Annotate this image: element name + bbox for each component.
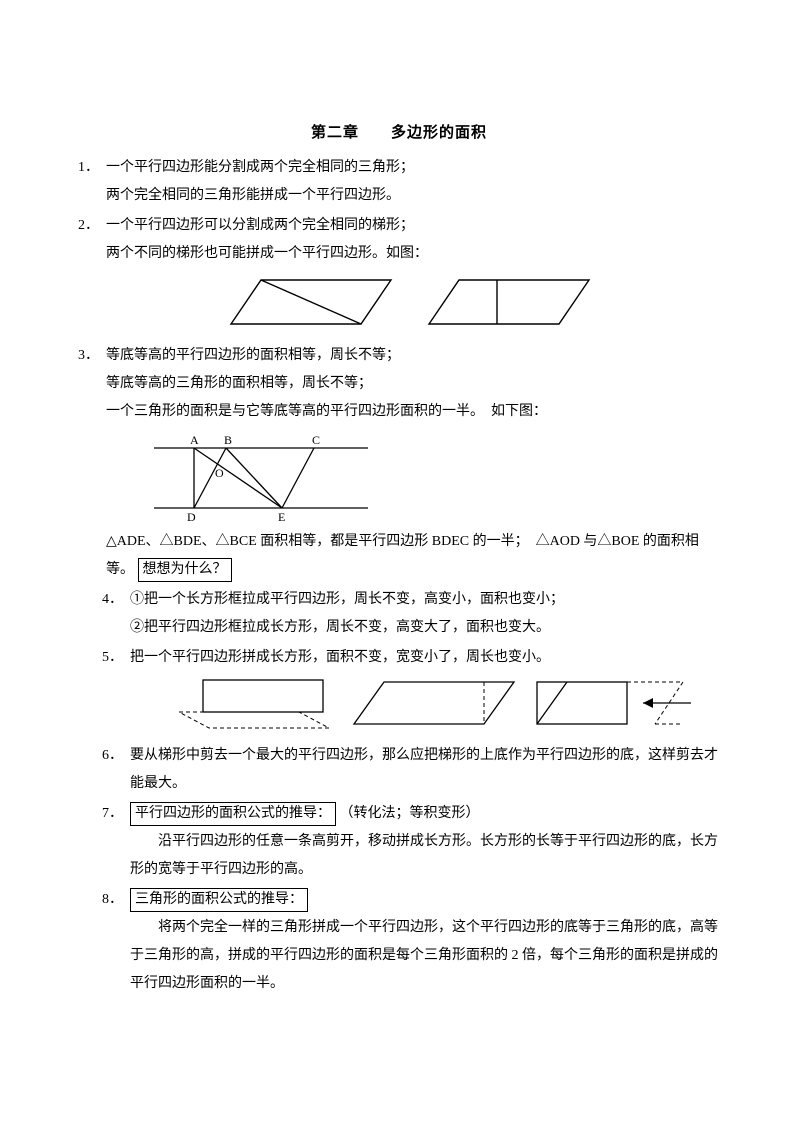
triangle-diagram-icon: A B C D E O	[146, 430, 376, 524]
parallelogram-split-diagonal-icon	[229, 274, 399, 332]
item-7-tail: （转化法；等积变形）	[340, 806, 480, 821]
label-D: D	[187, 510, 196, 524]
item-1-line-2: 两个完全相同的三角形能拼成一个平行四边形。	[106, 182, 720, 210]
item-3-line-1: 等底等高的平行四边形的面积相等，周长不等；	[106, 342, 720, 370]
item-3-conclusion: △ADE、△BDE、△BCE 面积相等，都是平行四边形 BDEC 的一半； △A…	[106, 528, 720, 584]
item-4-line-1: ①把一个长方形框拉成平行四边形，周长不变，高变小，面积也变小；	[130, 586, 720, 614]
item-1-line-1: 一个平行四边形能分割成两个完全相同的三角形；	[106, 154, 720, 182]
item-3: 等底等高的平行四边形的面积相等，周长不等； 等底等高的三角形的面积相等，周长不等…	[78, 342, 720, 584]
item-3-line-2: 等底等高的三角形的面积相等，周长不等；	[106, 370, 720, 398]
chapter-title: 第二章 多边形的面积	[78, 118, 720, 148]
item-7-para: 沿平行四边形的任意一条高剪开，移动拼成长方形。长方形的长等于平行四边形的底，长方…	[130, 828, 720, 884]
think-why-box: 想想为什么？	[138, 558, 232, 582]
item-2: 一个平行四边形可以分割成两个完全相同的梯形； 两个不同的梯形也可能拼成一个平行四…	[78, 212, 720, 332]
item-7: 平行四边形的面积公式的推导： （转化法；等积变形） 沿平行四边形的任意一条高剪开…	[78, 800, 720, 884]
item-6-line-1: 要从梯形中剪去一个最大的平行四边形，那么应把梯形的上底作为平行四边形的底，这样剪…	[130, 742, 720, 798]
label-C: C	[312, 433, 320, 447]
item-8-box: 三角形的面积公式的推导：	[130, 888, 308, 912]
parallelogram-height-icon	[350, 676, 520, 732]
item-1: 一个平行四边形能分割成两个完全相同的三角形； 两个完全相同的三角形能拼成一个平行…	[78, 154, 720, 210]
item-5-line-1: 把一个平行四边形拼成长方形，面积不变，宽变小了，周长也变小。	[130, 644, 720, 672]
item-4-line-2: ②把平行四边形框拉成长方形，周长不变，高变大了，面积也变大。	[130, 614, 720, 642]
main-list: 一个平行四边形能分割成两个完全相同的三角形； 两个完全相同的三角形能拼成一个平行…	[78, 154, 720, 998]
cut-and-move-icon	[533, 676, 703, 732]
item-2-line-1: 一个平行四边形可以分割成两个完全相同的梯形；	[106, 212, 720, 240]
figure-triangles-in-parallelogram: A B C D E O	[146, 430, 720, 524]
label-B: B	[224, 433, 232, 447]
label-A: A	[190, 433, 199, 447]
item-3-line-3: 一个三角形的面积是与它等底等高的平行四边形面积的一半。 如下图：	[106, 398, 720, 426]
item-6: 要从梯形中剪去一个最大的平行四边形，那么应把梯形的上底作为平行四边形的底，这样剪…	[78, 742, 720, 798]
item-2-line-2: 两个不同的梯形也可能拼成一个平行四边形。如图：	[106, 240, 720, 268]
item-7-box: 平行四边形的面积公式的推导：	[130, 802, 336, 826]
parallelogram-split-vertical-icon	[427, 274, 597, 332]
label-E: E	[278, 510, 285, 524]
label-O: O	[215, 466, 224, 480]
figure-transform-row	[130, 676, 720, 732]
figure-parallelograms-trapezoids	[106, 274, 720, 332]
item-5: 把一个平行四边形拼成长方形，面积不变，宽变小了，周长也变小。	[78, 644, 720, 732]
item-8: 三角形的面积公式的推导： 将两个完全一样的三角形拼成一个平行四边形，这个平行四边…	[78, 886, 720, 998]
rect-to-parallelogram-icon	[177, 676, 337, 732]
document-page: 第二章 多边形的面积 一个平行四边形能分割成两个完全相同的三角形； 两个完全相同…	[0, 0, 800, 1131]
item-4: ①把一个长方形框拉成平行四边形，周长不变，高变小，面积也变小； ②把平行四边形框…	[78, 586, 720, 642]
item-8-para: 将两个完全一样的三角形拼成一个平行四边形，这个平行四边形的底等于三角形的底，高等…	[130, 914, 720, 998]
